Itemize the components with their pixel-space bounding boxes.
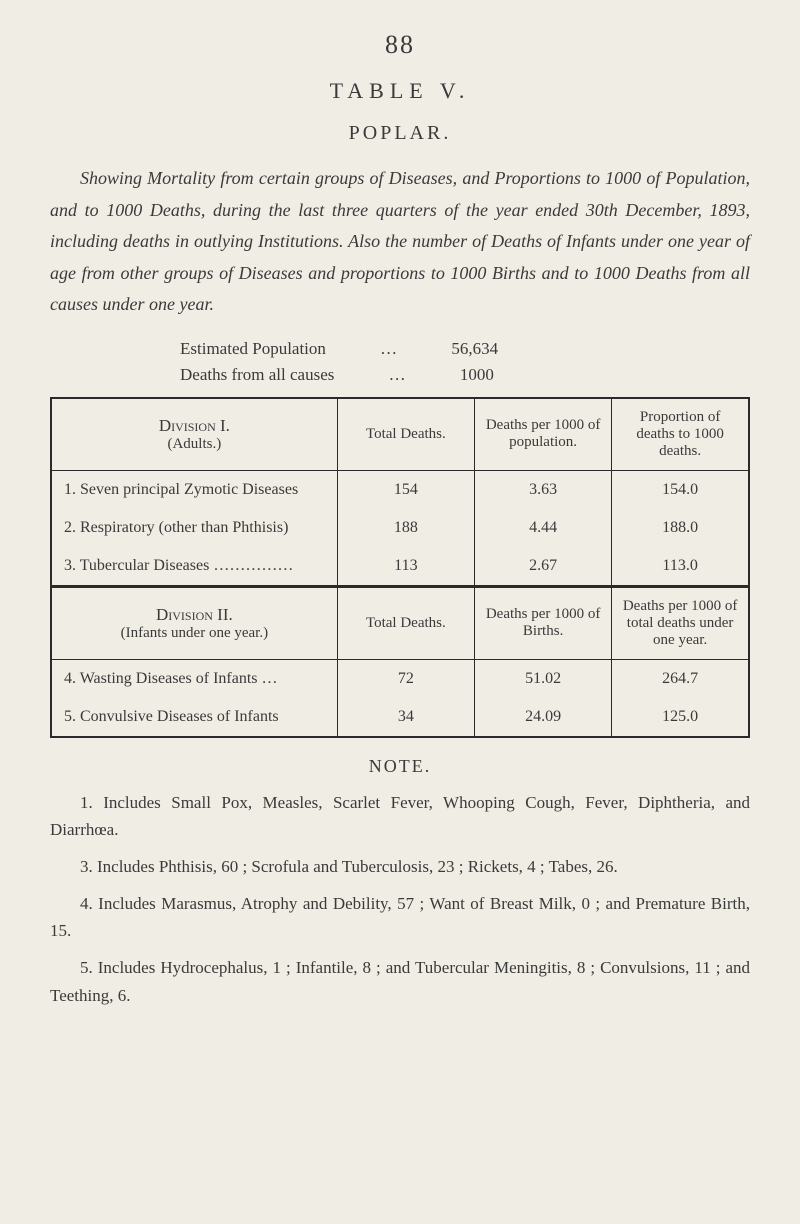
note-item: 1. Includes Small Pox, Measles, Scarlet …: [50, 789, 750, 843]
stats-value-2: 1000: [460, 365, 494, 385]
row-text: Tubercular Diseases ……………: [80, 557, 294, 574]
row-num: 2.: [64, 519, 76, 536]
row-value: 264.7: [612, 659, 749, 698]
description-text: Showing Mortality from certain groups of…: [50, 168, 750, 314]
stats-value-1: 56,634: [451, 339, 498, 359]
row-value: 2.67: [474, 547, 611, 587]
row-value: 113: [337, 547, 474, 587]
division1-header-1: Total Deaths.: [337, 398, 474, 471]
row-value: 154.0: [612, 470, 749, 509]
stats-dots-2: …: [389, 365, 406, 385]
table-title: TABLE V.: [50, 78, 750, 104]
row-value: 3.63: [474, 470, 611, 509]
note-item: 3. Includes Phthisis, 60 ; Scrofula and …: [50, 853, 750, 880]
row-value: 113.0: [612, 547, 749, 587]
division1-title: Division I.: [159, 416, 230, 435]
description-paragraph: Showing Mortality from certain groups of…: [50, 163, 750, 321]
row-value: 154: [337, 470, 474, 509]
division2-header-row: Division II. (Infants under one year.) T…: [51, 586, 749, 659]
row-value: 188.0: [612, 509, 749, 547]
table-row: 4. Wasting Diseases of Infants … 72 51.0…: [51, 659, 749, 698]
row-label: 5. Convulsive Diseases of Infants: [51, 698, 337, 737]
note-item: 5. Includes Hydrocephalus, 1 ; Infantile…: [50, 954, 750, 1008]
row-value: 72: [337, 659, 474, 698]
division1-header-3: Proportion of deaths to 1000 deaths.: [612, 398, 749, 471]
row-label: 4. Wasting Diseases of Infants …: [51, 659, 337, 698]
row-label: 3. Tubercular Diseases ……………: [51, 547, 337, 587]
division1-title-cell: Division I. (Adults.): [51, 398, 337, 471]
page-number: 88: [50, 30, 750, 60]
row-value: 51.02: [474, 659, 611, 698]
row-num: 4.: [64, 670, 76, 687]
stats-dots-1: …: [380, 339, 397, 359]
row-text: Wasting Diseases of Infants …: [80, 670, 278, 687]
division2-subtitle: (Infants under one year.): [121, 625, 268, 641]
stats-block: Estimated Population … 56,634 Deaths fro…: [50, 339, 750, 385]
table-row: 5. Convulsive Diseases of Infants 34 24.…: [51, 698, 749, 737]
table-row: 1. Seven principal Zymotic Diseases 154 …: [51, 470, 749, 509]
note-title: NOTE.: [50, 756, 750, 777]
stats-line-1: Estimated Population … 56,634: [180, 339, 750, 359]
stats-label-1: Estimated Population: [180, 339, 326, 358]
row-value: 34: [337, 698, 474, 737]
row-value: 188: [337, 509, 474, 547]
row-num: 1.: [64, 481, 76, 498]
division2-header-3: Deaths per 1000 of total deaths under on…: [612, 586, 749, 659]
division1-header-row: Division I. (Adults.) Total Deaths. Deat…: [51, 398, 749, 471]
row-value: 125.0: [612, 698, 749, 737]
table-row: 3. Tubercular Diseases …………… 113 2.67 11…: [51, 547, 749, 587]
division2-title: Division II.: [156, 605, 233, 624]
division1-subtitle: (Adults.): [167, 436, 221, 452]
mortality-table: Division I. (Adults.) Total Deaths. Deat…: [50, 397, 750, 738]
row-text: Respiratory (other than Phthisis): [80, 519, 288, 536]
table-row: 2. Respiratory (other than Phthisis) 188…: [51, 509, 749, 547]
division2-title-cell: Division II. (Infants under one year.): [51, 586, 337, 659]
row-label: 2. Respiratory (other than Phthisis): [51, 509, 337, 547]
division2-header-2: Deaths per 1000 of Births.: [474, 586, 611, 659]
row-text: Seven principal Zymotic Diseases: [80, 481, 298, 498]
row-text: Convulsive Diseases of Infants: [80, 708, 279, 725]
row-label: 1. Seven principal Zymotic Diseases: [51, 470, 337, 509]
row-value: 4.44: [474, 509, 611, 547]
page-container: 88 TABLE V. POPLAR. Showing Mortality fr…: [0, 0, 800, 1049]
location-heading: POPLAR.: [50, 122, 750, 145]
stats-label-2: Deaths from all causes: [180, 365, 334, 384]
row-value: 24.09: [474, 698, 611, 737]
row-num: 5.: [64, 708, 76, 725]
row-num: 3.: [64, 557, 76, 574]
stats-line-2: Deaths from all causes … 1000: [180, 365, 750, 385]
note-item: 4. Includes Marasmus, Atrophy and Debili…: [50, 890, 750, 944]
division1-header-2: Deaths per 1000 of population.: [474, 398, 611, 471]
division2-header-1: Total Deaths.: [337, 586, 474, 659]
